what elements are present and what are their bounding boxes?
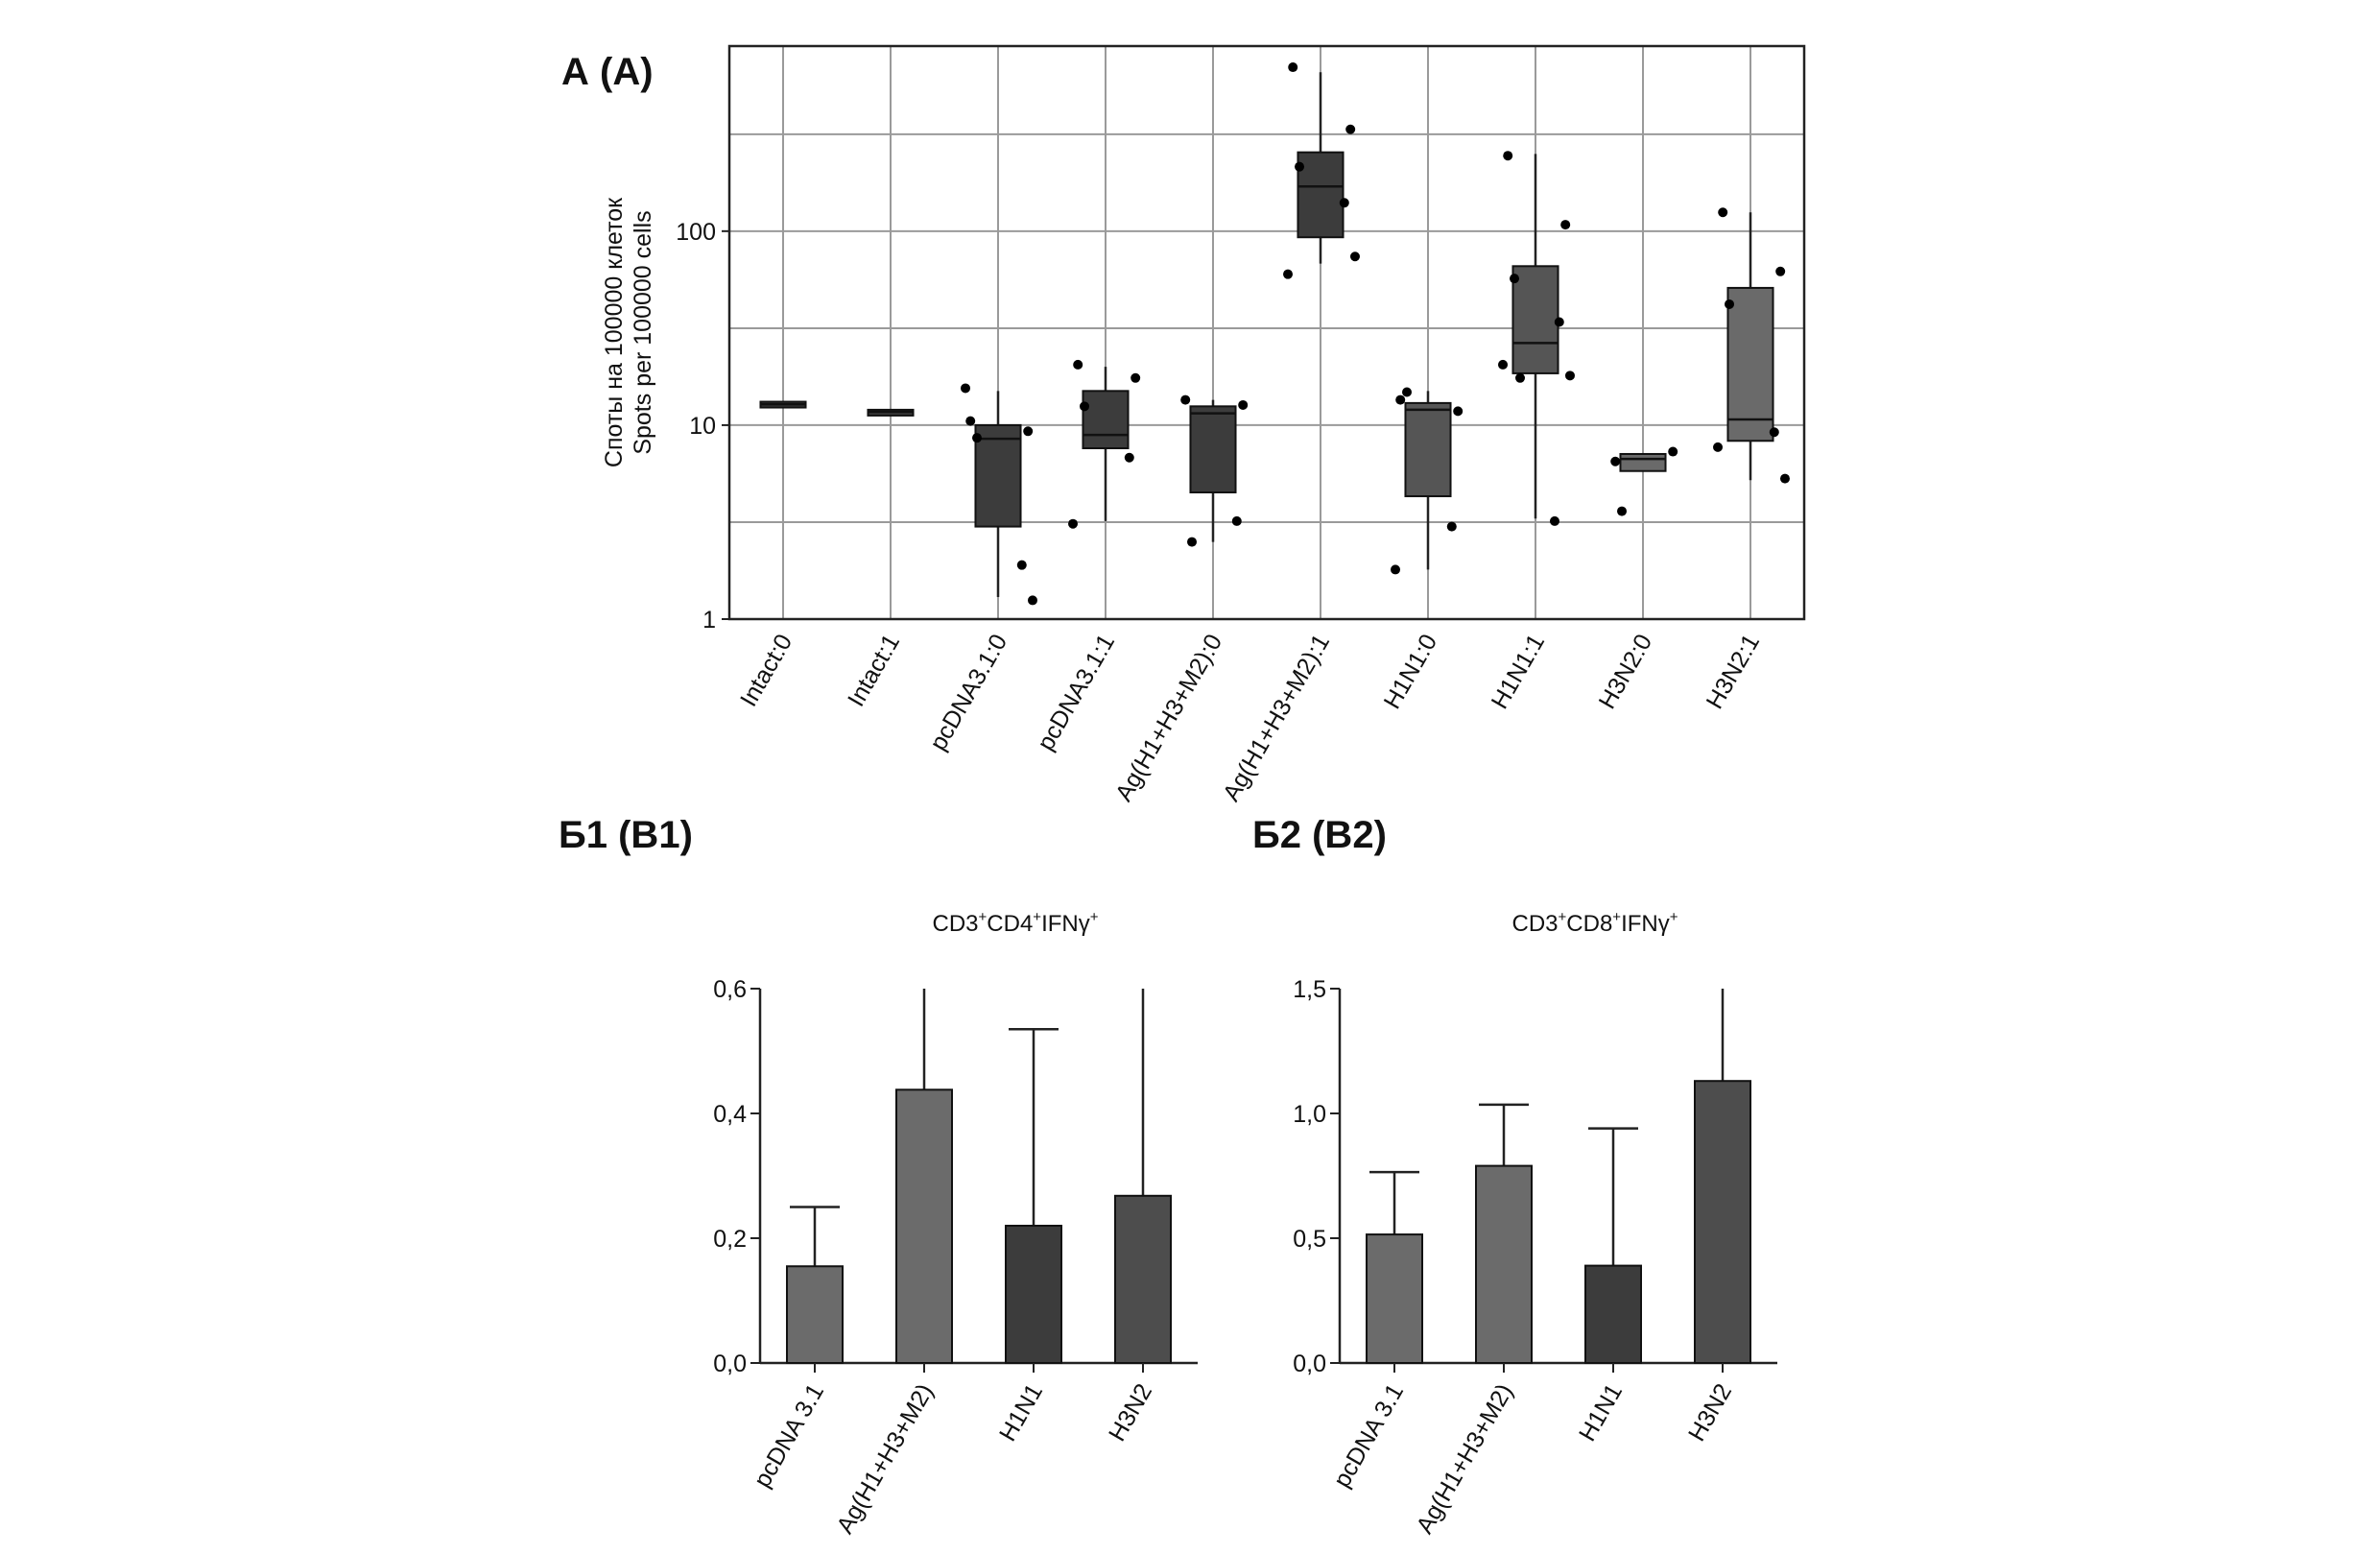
box-iqr [1297,153,1343,238]
data-point [1555,318,1564,327]
bar [1476,1166,1532,1363]
panel-label-b2: Б2 (B2) [1252,814,1387,856]
y-tick-label: 0,6 [713,976,747,1003]
x-tick-label: Intact:0 [735,630,797,711]
x-tick-label: H3N2 [1683,1379,1737,1446]
figure: А (A) Б1 (B1) Б2 (B2) 1 10 100 Споты на 100… [0,0,2380,1554]
bar-chart-b2: CD3+CD8+IFNγ+ 0,0 0,5 1,0 1,5 pcDNA 3.1 Ag(H1+… [1293,909,1777,1539]
x-tick-label: Ag(H1+H3+M2):1 [1218,630,1335,806]
data-point [1232,516,1242,526]
data-point [1565,371,1575,380]
x-tick-label: H3N2:1 [1702,630,1766,713]
data-point [1447,522,1457,532]
data-point [965,417,975,426]
bar [1115,1196,1171,1363]
data-point [1073,360,1083,370]
y-tick-label: 1,0 [1293,1101,1326,1128]
y-tick-label: 100 [676,219,716,246]
x-tick-label: H1N1 [1574,1379,1628,1446]
data-point [1610,457,1620,466]
data-point [1668,447,1678,457]
y-tick-label: 1,5 [1293,976,1326,1003]
bar-chart-b1: CD3+CD4+IFNγ+ 0,0 0,2 0,4 0,6 pcDNA 3.1 Ag(H1+… [713,909,1198,1539]
bar [787,1266,843,1363]
y-tick-label: 1 [702,607,716,634]
data-point [1510,274,1519,283]
panel-label-b1: Б1 (B1) [559,814,693,856]
data-point [1017,561,1027,570]
data-point [1617,507,1627,516]
data-point [1780,474,1790,484]
box-iqr [975,425,1020,527]
data-point [1080,401,1089,411]
y-tick-label: 0,4 [713,1101,747,1128]
y-tick-label: 0,0 [1293,1351,1326,1377]
data-point [1068,519,1078,529]
x-tick-label: H3N2:0 [1594,630,1658,713]
box-iqr [1620,454,1665,471]
data-point [1295,162,1304,172]
y-tick-label: 0,5 [1293,1226,1326,1253]
data-point [1515,373,1525,383]
data-point [1391,564,1400,574]
data-point [1453,406,1463,416]
x-tick-label: H1N1 [994,1379,1048,1446]
x-tick-label: pcDNA 3.1 [749,1379,829,1493]
data-point [1402,388,1412,397]
data-point [972,433,982,442]
x-tick-label: H1N1:1 [1487,630,1551,713]
data-point [1775,267,1785,276]
data-point [1503,151,1512,160]
box-iqr [1512,266,1558,373]
data-point [1180,395,1190,405]
data-point [1125,453,1134,463]
data-point [1345,125,1355,134]
x-tick-label: Ag(H1+H3+M2):0 [1110,630,1227,806]
data-point [1028,595,1037,605]
bar [1006,1226,1061,1363]
data-point [1350,251,1360,261]
data-point [1713,442,1723,452]
box-iqr [1405,403,1450,496]
data-point [1283,270,1293,279]
data-point [1238,400,1248,410]
box-iqr [1190,406,1235,492]
data-point [1718,207,1727,217]
x-tick-label: Intact:1 [843,630,905,711]
bar [1367,1234,1422,1363]
data-point [1288,62,1297,72]
data-point [1560,220,1570,229]
x-tick-label: pcDNA 3.1 [1328,1379,1409,1493]
x-tick-label: H3N2 [1104,1379,1157,1446]
box-iqr [1083,391,1128,448]
chart-title: CD3+CD4+IFNγ+ [933,909,1099,937]
bar [1695,1081,1750,1363]
data-point [1340,198,1349,207]
data-point [1498,360,1508,370]
y-axis-title-ru: Споты на 100000 клеток [601,197,628,467]
box-plot-a: 1 10 100 Споты на 100000 клеток Spots per 10… [601,46,1804,806]
data-point [1395,395,1405,405]
data-point [1550,516,1559,526]
box-iqr [1727,288,1773,441]
y-axis-title-en: Spots per 100000 cells [630,210,656,454]
data-point [1725,299,1734,309]
chart-title: CD3+CD8+IFNγ+ [1512,909,1678,937]
bar [1585,1266,1641,1363]
x-tick-label: H1N1:0 [1379,630,1443,713]
x-tick-label: Ag(H1+H3+M2) [1411,1379,1518,1539]
data-point [1187,538,1197,547]
x-tick-label: pcDNA3.1:0 [925,630,1013,755]
data-point [1770,427,1779,437]
x-tick-label: Ag(H1+H3+M2) [831,1379,939,1539]
y-tick-label: 0,2 [713,1226,747,1253]
data-point [1130,373,1140,383]
data-point [961,383,970,393]
data-point [1023,426,1033,436]
panel-label-a: А (A) [561,51,654,93]
x-tick-label: pcDNA3.1:1 [1033,630,1121,755]
y-tick-label: 0,0 [713,1351,747,1377]
bar [896,1089,952,1363]
y-tick-label: 10 [689,413,716,440]
